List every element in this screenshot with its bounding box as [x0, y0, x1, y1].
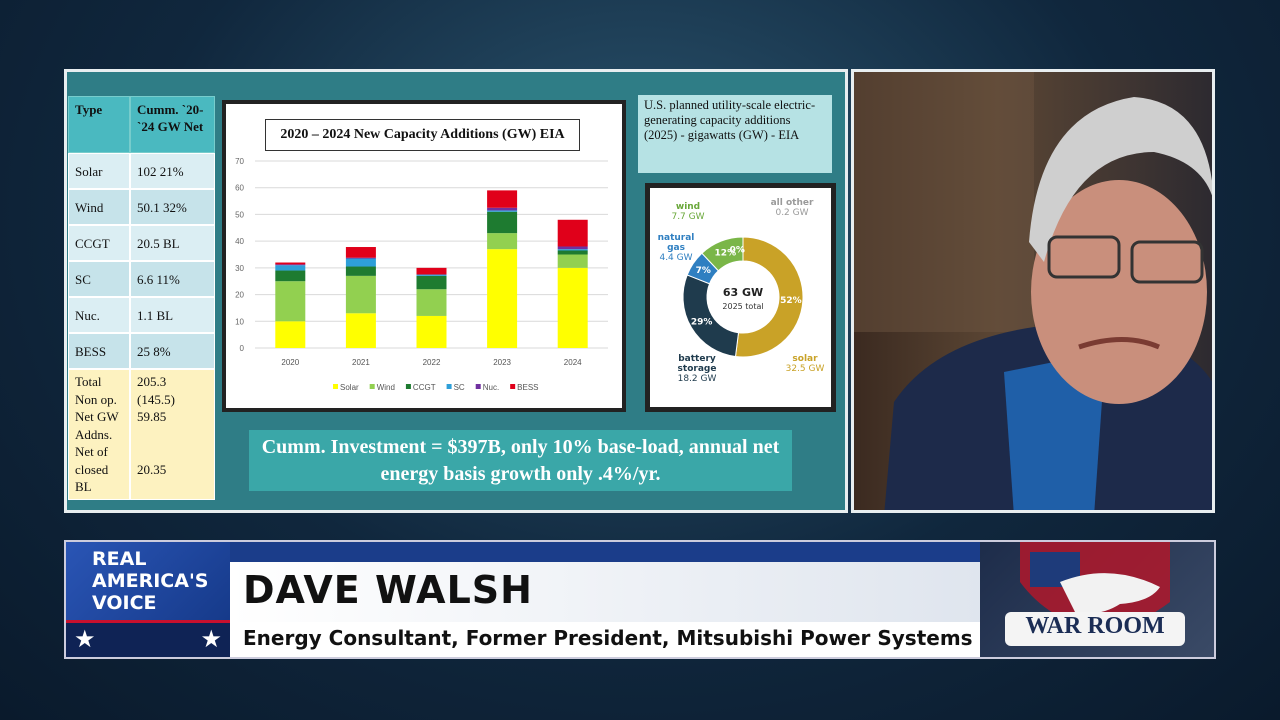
network-stars: ★ ★ — [66, 620, 230, 657]
network-name: AMERICA'S — [92, 570, 209, 592]
donut-category-name: natural gas — [657, 233, 695, 253]
network-name: VOICE — [92, 592, 157, 614]
donut-category: natural gas 4.4 GW — [651, 233, 701, 263]
hair — [1029, 97, 1212, 262]
table-cell: Total Non op. Net GW Addns. Net of close… — [68, 369, 130, 500]
guest-name: DAVE WALSH — [243, 568, 533, 612]
donut-category-gw: 18.2 GW — [677, 374, 717, 384]
donut-category: battery storage 18.2 GW — [672, 354, 722, 384]
table-cell: 1.1 BL — [130, 297, 215, 333]
donut-category-name: solar — [792, 354, 818, 364]
donut-category: all other 0.2 GW — [767, 198, 817, 218]
table-header-cell: Type — [68, 96, 130, 153]
shirt — [1004, 362, 1104, 510]
show-logo-art — [1005, 542, 1185, 646]
mouth — [1078, 337, 1160, 350]
donut-category: wind 7.7 GW — [663, 202, 713, 222]
table-cell: BESS — [68, 333, 130, 369]
table-header-cell: Cumm. `20-`24 GW Net — [130, 96, 215, 153]
glasses-right — [1130, 240, 1204, 284]
show-plate — [1005, 612, 1185, 646]
role-area — [230, 622, 980, 657]
video-feed — [851, 69, 1215, 513]
donut-category-name: wind — [675, 202, 701, 212]
network-logo-bg — [66, 542, 230, 620]
investment-note: Cumm. Investment = $397B, only 10% base-… — [249, 430, 792, 491]
table-cell: 102 21% — [130, 153, 215, 189]
name-area — [230, 562, 980, 622]
donut-category-gw: 0.2 GW — [775, 208, 809, 218]
bookshelf — [854, 72, 1034, 332]
donut-category-gw: 4.4 GW — [659, 253, 693, 263]
table-cell: Solar — [68, 153, 130, 189]
eagle-head — [1060, 573, 1160, 614]
video-scene — [854, 72, 1212, 510]
guest-role: Energy Consultant, Former President, Mit… — [243, 626, 973, 650]
table-cell: Nuc. — [68, 297, 130, 333]
flag-canton — [1030, 552, 1080, 587]
table-cell: SC — [68, 261, 130, 297]
name-strip — [230, 542, 980, 562]
network-name: REAL — [92, 548, 147, 570]
donut-category: solar 32.5 GW — [780, 354, 830, 374]
show-name: WAR ROOM — [1025, 613, 1165, 639]
table-cell: 205.3 (145.5) 59.85 20.35 — [130, 369, 215, 500]
table-cell: 50.1 32% — [130, 189, 215, 225]
show-logo-bg — [980, 542, 1214, 657]
donut-category-gw: 7.7 GW — [671, 212, 705, 222]
table-cell: 6.6 11% — [130, 261, 215, 297]
table-cell: 20.5 BL — [130, 225, 215, 261]
table-cell: CCGT — [68, 225, 130, 261]
donut-title: U.S. planned utility-scale electric-gene… — [638, 95, 832, 173]
donut-category-name: battery storage — [677, 354, 717, 374]
table-cell: Wind — [68, 189, 130, 225]
donut-category-name: all other — [770, 198, 814, 208]
table-cell: 25 8% — [130, 333, 215, 369]
donut-category-gw: 32.5 GW — [785, 364, 825, 374]
bar-chart-title: 2020 – 2024 New Capacity Additions (GW) … — [265, 119, 580, 151]
glasses-left — [1047, 235, 1121, 279]
